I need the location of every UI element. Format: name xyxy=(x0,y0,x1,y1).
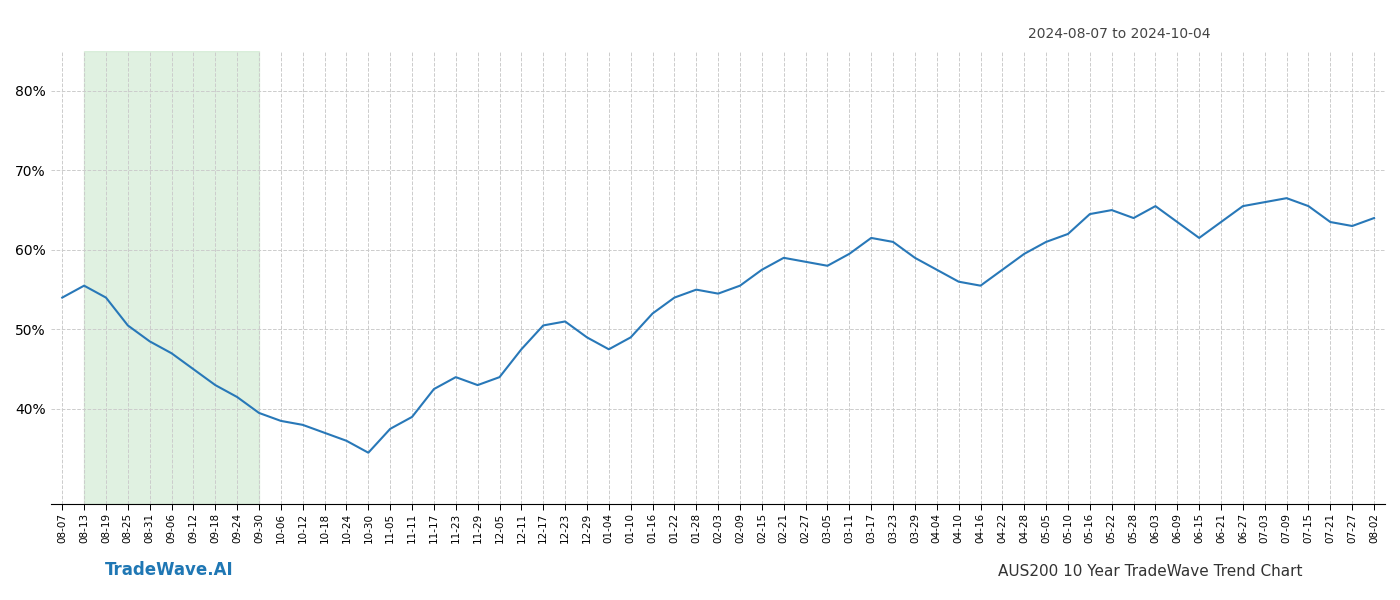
Text: AUS200 10 Year TradeWave Trend Chart: AUS200 10 Year TradeWave Trend Chart xyxy=(997,564,1302,579)
Text: TradeWave.AI: TradeWave.AI xyxy=(105,561,234,579)
Text: 2024-08-07 to 2024-10-04: 2024-08-07 to 2024-10-04 xyxy=(1029,27,1211,41)
Bar xyxy=(84,51,259,505)
